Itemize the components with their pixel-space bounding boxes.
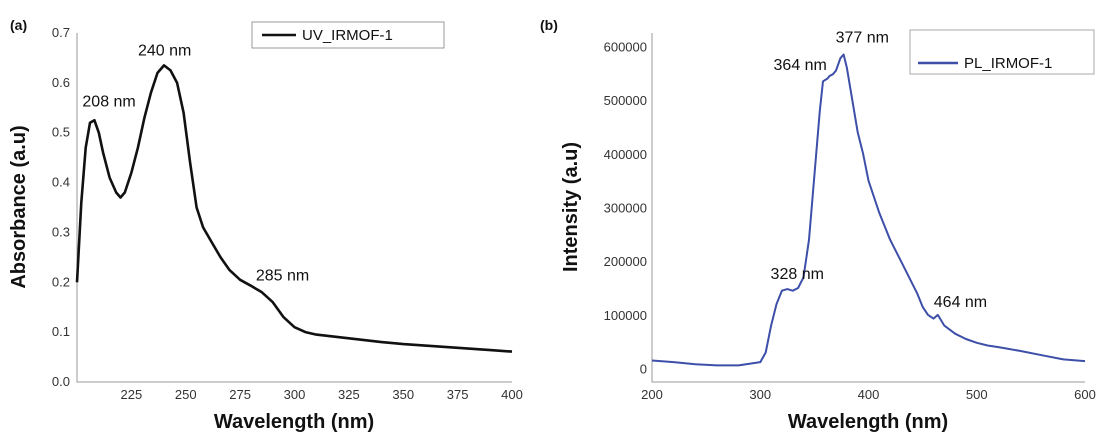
y-tick-label: 0.6 [52,75,70,90]
y-tick-label: 500000 [604,93,647,108]
y-tick-label: 600000 [604,39,647,54]
x-axis-label-b: Wavelength (nm) [788,411,948,433]
y-axis-label-a: Absorbance (a.u) [8,125,30,288]
legend-label-uv-irmof-1: UV_IRMOF-1 [302,27,393,44]
legend-b: PL_IRMOF-1 [909,29,1095,75]
y-tick-label: 300000 [604,201,647,216]
x-axis-label-a: Wavelength (nm) [214,411,374,433]
x-tick-label: 225 [121,387,143,402]
legend-label-pl-irmof-1: PL_IRMOF-1 [964,55,1052,72]
x-tick-label: 200 [641,387,663,402]
chart-panel-a: (a) 0.0 0.1 0.2 0.3 0.4 0.5 0.6 0.7 225 250 275 30… [8,17,523,433]
x-tick-label: 400 [501,387,523,402]
peak-annotation: 464 nm [934,294,987,311]
peak-annotation: 377 nm [836,29,889,46]
chart-panel-b: (b) 0 100000 200000 300000 400000 500000 60000… [540,17,1096,433]
y-tick-label: 100000 [604,308,647,323]
y-tick-label: 0.5 [52,125,70,140]
x-tick-label: 400 [858,387,880,402]
x-tick-labels-b: 200 300 400 500 600 [641,387,1096,402]
y-tick-label: 0.2 [52,274,70,289]
x-tick-label: 375 [447,387,469,402]
x-tick-label: 300 [749,387,771,402]
peak-annotation: 208 nm [82,93,135,110]
panel-label-a: (a) [10,17,27,33]
axis-frame-b [651,33,1085,383]
series-line-uv-irmof-1 [75,64,513,353]
y-tick-label: 0.4 [52,175,70,190]
series-line-pl-irmof-1 [651,53,1086,367]
y-tick-labels-a: 0.0 0.1 0.2 0.3 0.4 0.5 0.6 0.7 [52,25,70,389]
peak-annotation: 364 nm [774,57,827,74]
peak-annotations-a: 208 nm 240 nm 285 nm [82,42,309,284]
peak-annotations-b: 328 nm 364 nm 377 nm 464 nm [771,29,988,310]
y-tick-label: 0.0 [52,374,70,389]
panel-label-b: (b) [540,17,558,33]
x-tick-labels-a: 225 250 275 300 325 350 375 400 [121,387,523,402]
y-tick-label: 400000 [604,147,647,162]
x-tick-label: 350 [392,387,414,402]
y-tick-label: 200000 [604,254,647,269]
y-axis-label-b: Intensity (a.u) [560,142,582,272]
x-tick-label: 275 [229,387,251,402]
x-tick-label: 325 [338,387,360,402]
y-tick-label: 0.3 [52,224,70,239]
legend-box-b [909,29,1095,75]
y-tick-label: 0 [640,362,647,377]
x-tick-label: 600 [1074,387,1096,402]
x-tick-label: 500 [966,387,988,402]
legend-a: UV_IRMOF-1 [251,21,445,49]
x-tick-label: 300 [284,387,306,402]
x-tick-label: 250 [175,387,197,402]
peak-annotation: 328 nm [771,266,824,283]
y-tick-label: 0.7 [52,25,70,40]
peak-annotation: 240 nm [138,42,191,59]
y-tick-labels-b: 0 100000 200000 300000 400000 500000 600000 [604,39,647,376]
y-tick-label: 0.1 [52,324,70,339]
axis-frame-a [76,33,512,383]
peak-annotation: 285 nm [256,267,309,284]
